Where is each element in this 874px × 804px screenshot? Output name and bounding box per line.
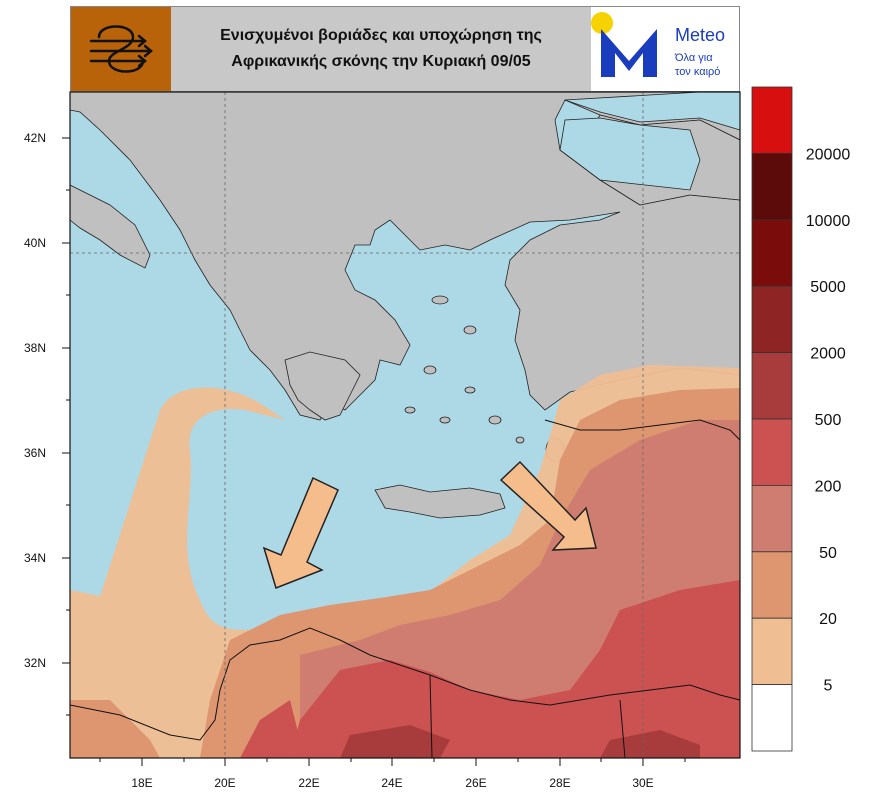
italy-land (70, 184, 151, 269)
lat-label: 32N (24, 656, 46, 670)
black-sea-basin (559, 117, 701, 191)
island (515, 436, 525, 444)
colorbar-label: 20000 (806, 146, 851, 163)
island (464, 386, 476, 394)
map-title: Ενισχυμένοι βοριάδες και υποχώρηση της Α… (171, 7, 591, 91)
colorbar: 20000 10000 5000 2000 500 200 50 20 5 (751, 86, 851, 752)
island (488, 415, 502, 425)
grid-lines (70, 92, 740, 758)
dust-level-20 (70, 700, 160, 758)
brand-tagline-1: Όλα για (674, 52, 713, 64)
colorbar-label: 200 (815, 478, 842, 495)
sun-icon (591, 12, 613, 34)
island (404, 406, 416, 414)
peloponnese-land (284, 351, 361, 421)
meteo-logo: Meteo Όλα για τον καιρό (591, 7, 739, 91)
dust-level-200 (290, 580, 740, 758)
colorbar-label: 10000 (806, 213, 851, 230)
lat-label: 40N (24, 236, 46, 250)
black-sea (564, 92, 740, 131)
island (463, 325, 477, 335)
colorbar-swatch (751, 551, 793, 619)
colorbar-swatch (751, 152, 793, 221)
colorbar-swatch (751, 285, 793, 354)
colorbar-label: 2000 (810, 346, 846, 363)
lon-label: 18E (131, 776, 152, 790)
lon-axis: 18E 20E 22E 24E 26E 28E 30E (99, 758, 686, 790)
lon-label: 20E (214, 776, 235, 790)
dust-level-200 (240, 700, 300, 758)
colorbar-label: 500 (815, 412, 842, 429)
crete-land (374, 484, 506, 519)
lon-label: 26E (465, 776, 486, 790)
map-frame (69, 91, 741, 759)
lon-label: 24E (381, 776, 402, 790)
colorbar-swatch (751, 352, 793, 420)
lat-label: 34N (24, 551, 46, 565)
wind-arrows (262, 460, 597, 589)
colorbar-swatch (751, 418, 793, 486)
lat-axis: 42N 40N 38N 36N 34N 32N (24, 131, 70, 716)
colorbar-swatch (751, 484, 793, 553)
header-banner: Ενισχυμένοι βοριάδες και υποχώρηση της Α… (70, 6, 740, 92)
lat-label: 42N (24, 131, 46, 145)
lat-label: 38N (24, 341, 46, 355)
title-line-2: Αφρικανικής σκόνης την Κυριακή 09/05 (231, 53, 531, 70)
arrow-left (262, 476, 339, 589)
lon-label: 30E (632, 776, 653, 790)
colorbar-swatch (751, 86, 793, 154)
lon-label: 28E (549, 776, 570, 790)
colorbar-label: 5 (824, 678, 833, 695)
lat-label: 36N (24, 446, 46, 460)
lon-label: 22E (298, 776, 319, 790)
colorbar-label: 20 (819, 611, 837, 628)
colorbar-label: 5000 (810, 279, 846, 296)
colorbar-swatch (751, 684, 793, 752)
dust-level-500 (340, 725, 450, 758)
island (423, 365, 437, 375)
brand-tagline-2: τον καιρό (675, 66, 720, 78)
arrow-right (499, 460, 597, 551)
dust-level-500 (600, 730, 700, 758)
island (431, 295, 449, 305)
wind-logo (71, 7, 171, 91)
colorbar-swatch (751, 617, 793, 686)
wind-icon (89, 25, 153, 73)
coastlines (70, 419, 740, 758)
m-logo-icon (601, 29, 657, 77)
brand-name: Meteo (675, 25, 725, 45)
colorbar-swatch (751, 219, 793, 287)
island (439, 416, 451, 424)
colorbar-label: 50 (819, 545, 837, 562)
dust-shading (70, 365, 740, 758)
title-line-1: Ενισχυμένοι βοριάδες και υποχώρηση της (220, 27, 542, 44)
